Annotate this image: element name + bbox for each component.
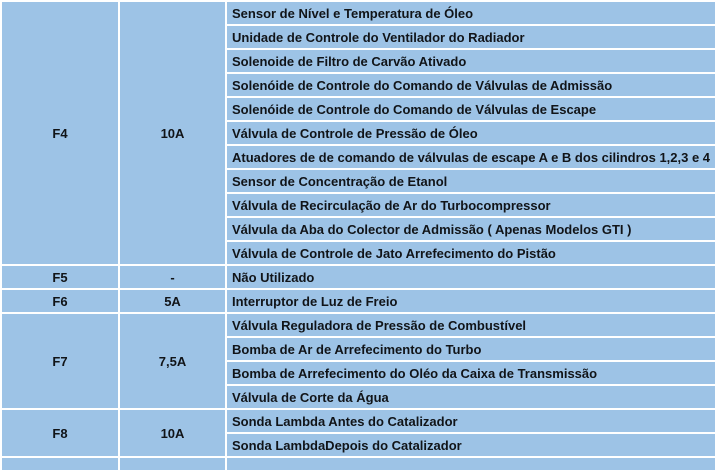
function-cell: Bomba de Ar de Arrefecimento do Turbo xyxy=(225,336,715,362)
fuse-id-cell: F6 xyxy=(0,288,120,314)
function-cell: Solenóide de Controle do Comando de Válv… xyxy=(225,96,715,122)
function-cell: Não Utilizado xyxy=(225,264,715,290)
table-row: Válvula da Aba do Colector de Admissão (… xyxy=(1,216,715,242)
empty-clipped-cell xyxy=(225,456,715,470)
amperage-cell: 7,5A xyxy=(118,312,227,410)
function-cell: Atuadores de de comando de válvulas de e… xyxy=(225,144,715,170)
function-cell: Válvula da Aba do Colector de Admissão (… xyxy=(225,216,715,242)
table-row: F4 10A Sensor de Nível e Temperatura de Ól… xyxy=(0,0,715,266)
amperage-cell: - xyxy=(118,264,227,290)
empty-clipped-cell xyxy=(0,456,120,470)
function-cell: Válvula de Corte da Água xyxy=(225,384,715,410)
table-row: Solenóide de Controle do Comando de Válv… xyxy=(1,96,715,122)
table-row: F6 5A Interruptor de Luz de Freio xyxy=(0,288,715,314)
table-row: Atuadores de de comando de válvulas de e… xyxy=(1,144,715,170)
function-cell: Válvula Reguladora de Pressão de Combust… xyxy=(225,312,715,338)
function-cell: Sensor de Concentração de Etanol xyxy=(225,168,715,194)
fuse-id-cell: F4 xyxy=(0,0,120,266)
table-row: F7 7,5A Válvula Reguladora de Pressão de C… xyxy=(0,312,715,410)
function-cell: Interruptor de Luz de Freio xyxy=(225,288,715,314)
function-cell: Solenóide de Controle do Comando de Válv… xyxy=(225,72,715,98)
table-row: Válvula de Controle de Pressão de Óleo xyxy=(1,120,715,146)
table-row: Unidade de Controle do Ventilador do Rad… xyxy=(1,24,715,50)
table-row: Válvula de Corte da Água xyxy=(1,384,715,410)
table-row: Solenóide de Controle do Comando de Válv… xyxy=(1,72,715,98)
empty-clipped-cell xyxy=(118,456,227,470)
table-row: Sensor de Concentração de Etanol xyxy=(1,168,715,194)
table-row: Válvula de Controle de Jato Arrefeciment… xyxy=(1,240,715,266)
function-cell: Solenoide de Filtro de Carvão Ativado xyxy=(225,48,715,74)
amperage-cell: 5A xyxy=(118,288,227,314)
function-cell: Sonda Lambda Antes do Catalizador xyxy=(225,408,715,434)
function-cell: Válvula de Controle de Jato Arrefeciment… xyxy=(225,240,715,266)
fuse-id-cell: F5 xyxy=(0,264,120,290)
function-cell: Bomba de Arrefecimento do Oléo da Caixa … xyxy=(225,360,715,386)
fuse-id-cell: F8 xyxy=(0,408,120,458)
table-row: Sonda LambdaDepois do Catalizador xyxy=(1,432,715,458)
function-cell: Unidade de Controle do Ventilador do Rad… xyxy=(225,24,715,50)
amperage-cell: 10A xyxy=(118,408,227,458)
table-row: F8 10A Sonda Lambda Antes do Catalizador xyxy=(0,408,715,458)
function-cell: Válvula de Controle de Pressão de Óleo xyxy=(225,120,715,146)
fuse-id-cell: F7 xyxy=(0,312,120,410)
table-row: F5- Não Utilizado xyxy=(0,264,715,290)
function-cell: Sensor de Nível e Temperatura de Óleo xyxy=(225,0,715,26)
function-cell: Válvula de Recirculação de Ar do Turboco… xyxy=(225,192,715,218)
table-row: Bomba de Ar de Arrefecimento do Turbo xyxy=(1,336,715,362)
amperage-cell: 10A xyxy=(118,0,227,266)
partial-clipped-row xyxy=(0,456,715,470)
table-row: Válvula de Recirculação de Ar do Turboco… xyxy=(1,192,715,218)
table-row: Bomba de Arrefecimento do Oléo da Caixa … xyxy=(1,360,715,386)
function-cell: Sonda LambdaDepois do Catalizador xyxy=(225,432,715,458)
